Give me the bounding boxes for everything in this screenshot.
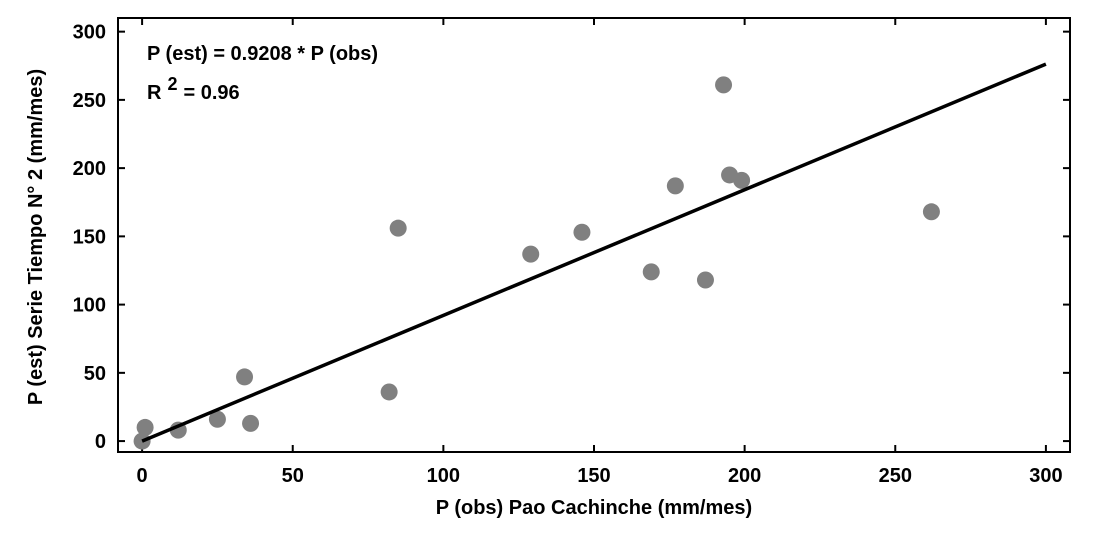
r-squared-value: = 0.96 [183,82,239,104]
y-axis-ticks: 0 50 100 150 200 250 300 [73,22,1070,453]
y-tick-label: 50 [84,363,106,385]
x-tick-label: 150 [577,465,610,487]
data-point [380,383,398,401]
x-tick-label: 50 [282,465,304,487]
data-point [208,410,226,428]
data-point [696,271,714,289]
y-tick-label: 0 [95,431,106,453]
data-point [136,418,154,436]
x-tick-label: 250 [879,465,912,487]
y-tick-label: 100 [73,295,106,317]
x-axis-ticks: 0 50 100 150 200 250 300 [137,18,1063,487]
x-tick-label: 200 [728,465,761,487]
data-point [922,203,940,221]
regression-line [141,62,1047,443]
plot-frame [117,17,1071,453]
data-point [389,219,407,237]
x-tick-label: 0 [137,465,148,487]
x-tick-label: 300 [1029,465,1062,487]
data-point [242,414,260,432]
data-point [666,177,684,195]
y-tick-label: 250 [73,90,106,112]
y-axis-title: P (est) Serie Tiempo N° 2 (mm/mes) [25,69,47,405]
data-point [236,368,254,386]
r-squared-annotation: R 2 = 0.96 [147,74,240,104]
r-squared-exponent: 2 [167,74,177,94]
data-points [133,76,940,450]
r-squared-symbol: R [147,82,162,104]
data-point [715,76,733,94]
equation-annotation: P (est) = 0.9208 * P (obs) [147,43,378,65]
y-tick-label: 150 [73,226,106,248]
y-tick-label: 300 [73,22,106,44]
data-point [733,171,751,189]
y-tick-label: 200 [73,158,106,180]
x-tick-label: 100 [427,465,460,487]
x-axis-title: P (obs) Pao Cachinche (mm/mes) [436,497,752,519]
data-point [573,223,591,241]
data-point [522,245,540,263]
data-point [642,263,660,281]
